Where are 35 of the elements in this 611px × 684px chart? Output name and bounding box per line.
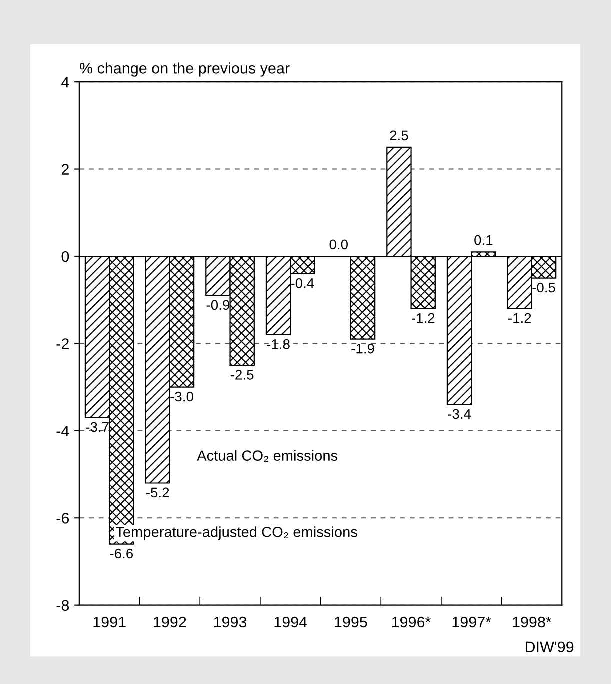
x-tick-label: 1997* [452, 616, 492, 628]
data-label: -1.2 [508, 313, 532, 324]
x-tick-label: 1991 [94, 616, 126, 628]
series-label: Temperature-adjusted CO₂ emissions [116, 526, 358, 540]
x-tick-label: 1992 [154, 616, 186, 628]
data-label: 0.0 [330, 240, 348, 250]
data-label: -2.5 [230, 370, 254, 380]
y-tick-label: 2 [62, 164, 69, 175]
data-label: -3.4 [448, 409, 472, 420]
data-label: -1.8 [267, 340, 290, 350]
data-label: -3.0 [170, 392, 194, 402]
text: DIW'99 [526, 642, 574, 653]
data-label: -1.9 [352, 344, 374, 354]
y-tick-label: 0 [62, 251, 70, 262]
x-tick-label: 1996* [392, 616, 432, 628]
data-label: 0.1 [474, 235, 493, 246]
data-label: -6.6 [110, 548, 134, 559]
y-tick-label: -8 [56, 600, 70, 612]
y-axis-title: % change on the previous year [80, 62, 290, 77]
y-tick-label: 4 [62, 77, 70, 88]
y-tick-label: -2 [56, 338, 69, 350]
y-tick-label: -4 [56, 426, 70, 436]
data-label: -0.5 [532, 282, 556, 293]
data-label: -5.2 [146, 488, 170, 498]
data-label: -3.7 [86, 422, 109, 432]
data-label: -0.4 [291, 278, 314, 288]
y-tick-label: -6 [56, 513, 70, 524]
x-tick-label: 1998* [513, 616, 552, 628]
x-tick-label: 1993 [214, 616, 247, 628]
x-tick-label: 1994 [274, 616, 308, 628]
x-tick-label: 1995 [335, 616, 368, 628]
series-label: Actual CO₂ emissions [197, 450, 338, 462]
data-label: 2.5 [390, 130, 408, 141]
data-label: -1.2 [412, 313, 435, 324]
data-label: -0.9 [206, 300, 230, 310]
